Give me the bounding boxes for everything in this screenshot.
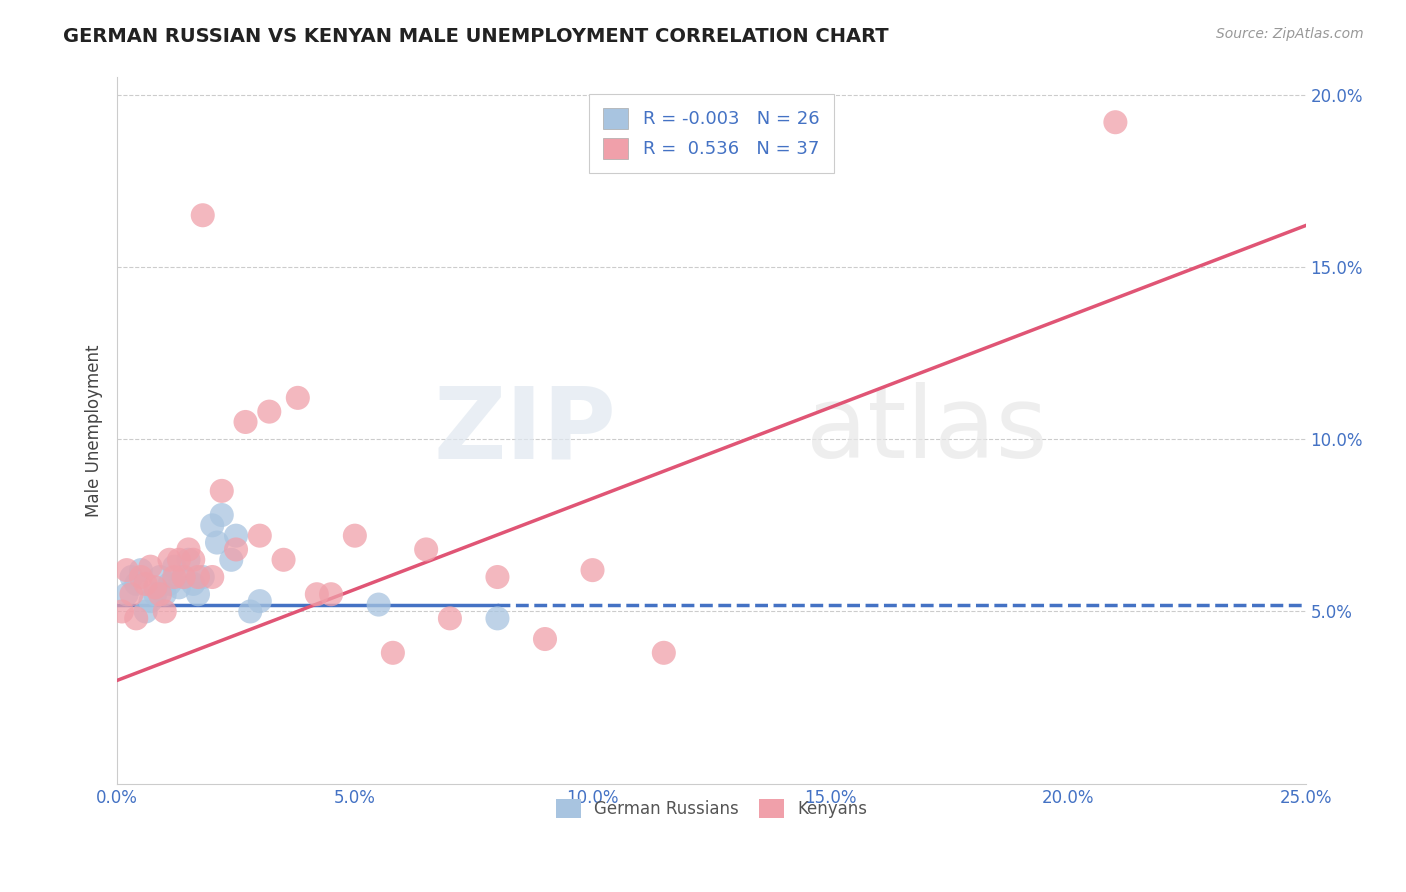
Point [115, 563, 138, 577]
Point [125, 611, 148, 625]
Point [201, 518, 224, 533]
Point [235, 415, 257, 429]
Point [581, 563, 603, 577]
Point [181, 553, 204, 567]
Text: Source: ZipAtlas.com: Source: ZipAtlas.com [1216, 27, 1364, 41]
Point [367, 598, 389, 612]
Point [167, 553, 190, 567]
Point [115, 587, 138, 601]
Point [439, 611, 461, 625]
Point [129, 563, 152, 577]
Y-axis label: Male Unemployment: Male Unemployment [86, 344, 103, 516]
Point [149, 587, 172, 601]
Point [273, 553, 295, 567]
Point [191, 570, 214, 584]
Point [139, 594, 162, 608]
Point [239, 605, 262, 619]
Point [225, 542, 247, 557]
Point [187, 570, 209, 584]
Point [173, 570, 195, 584]
Point [129, 570, 152, 584]
Point [191, 208, 214, 222]
Point [177, 553, 200, 567]
Point [287, 391, 309, 405]
Point [219, 553, 242, 567]
Point [163, 570, 186, 584]
Point [120, 587, 142, 601]
Point [1104, 115, 1126, 129]
Point [225, 529, 247, 543]
Point [187, 587, 209, 601]
Point [163, 559, 186, 574]
Point [343, 529, 366, 543]
Point [652, 646, 675, 660]
Point [153, 587, 176, 601]
Point [201, 570, 224, 584]
Point [181, 577, 204, 591]
Point [534, 632, 557, 646]
Point [486, 570, 509, 584]
Point [139, 559, 162, 574]
Point [159, 577, 181, 591]
Point [167, 580, 190, 594]
Point [149, 570, 172, 584]
Point [125, 577, 148, 591]
Point [111, 605, 134, 619]
Point [120, 570, 142, 584]
Point [211, 483, 233, 498]
Point [249, 594, 271, 608]
Point [259, 404, 281, 418]
Point [211, 508, 233, 522]
Point [159, 553, 181, 567]
Text: GERMAN RUSSIAN VS KENYAN MALE UNEMPLOYMENT CORRELATION CHART: GERMAN RUSSIAN VS KENYAN MALE UNEMPLOYME… [63, 27, 889, 45]
Point [249, 529, 271, 543]
Text: atlas: atlas [807, 382, 1047, 479]
Point [486, 611, 509, 625]
Point [143, 587, 166, 601]
Point [153, 605, 176, 619]
Point [415, 542, 437, 557]
Point [319, 587, 342, 601]
Point [205, 535, 228, 549]
Legend: German Russians, Kenyans: German Russians, Kenyans [548, 792, 873, 825]
Point [177, 542, 200, 557]
Point [305, 587, 328, 601]
Point [135, 577, 157, 591]
Point [135, 605, 157, 619]
Point [173, 570, 195, 584]
Point [381, 646, 404, 660]
Text: ZIP: ZIP [433, 382, 616, 479]
Point [143, 580, 166, 594]
